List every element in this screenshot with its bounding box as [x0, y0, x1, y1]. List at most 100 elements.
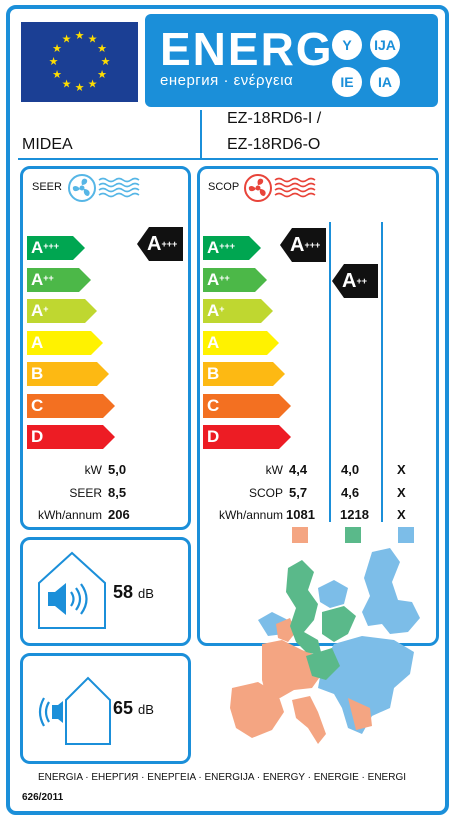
heat-class-label: B [207, 364, 220, 383]
europe-climate-map [222, 548, 432, 753]
svg-text:★: ★ [101, 55, 111, 68]
heat-value-kw-colder: 4,0 [341, 462, 360, 477]
cool-class-aplusplusplus: A+++ [27, 236, 87, 260]
zone-colder-swatch [345, 527, 361, 543]
heat-value-annual-colder: 1218 [340, 507, 369, 522]
heat-value-annual-warmer: X [397, 507, 406, 522]
fan-heating-icon [242, 172, 322, 209]
cooling-panel [20, 166, 191, 530]
heat-class-a: A [203, 330, 281, 355]
heat-class-label: A+++ [207, 238, 236, 257]
noise-outdoor-value: 65 dB [113, 698, 154, 719]
heat-label-scop: SCOP [248, 486, 283, 500]
svg-text:★: ★ [88, 78, 98, 91]
eu-flag: ★ ★ ★ ★ ★ ★ ★ ★ ★ ★ ★ ★ [21, 22, 138, 102]
map-average-zone [230, 618, 372, 744]
heat-value-scop-average: 5,7 [289, 485, 308, 500]
outdoor-unit-speaker-icon [30, 674, 112, 751]
svg-text:★: ★ [52, 68, 62, 81]
banner-title: ENERG [160, 23, 334, 75]
heat-class-label: A+ [207, 301, 225, 320]
footer-languages: ENERGIA · ЕНЕРГИЯ · ΕΝΕΡΓΕΙΑ · ENERGIJA … [38, 772, 406, 783]
fan-cooling-icon [66, 172, 146, 209]
heat-column-divider-1 [329, 222, 331, 522]
heat-value-kw-average: 4,4 [289, 462, 308, 477]
header-separator [18, 158, 438, 160]
cooling-rating-arrow: A+++ [137, 227, 183, 261]
heat-value-scop-colder: 4,6 [341, 485, 360, 500]
cool-class-label: A+++ [31, 238, 60, 257]
heat-class-label: D [207, 427, 220, 446]
heat-column-divider-2 [381, 222, 383, 522]
heating-rating-colder-label: A++ [342, 270, 367, 292]
zone-average-swatch [292, 527, 308, 543]
svg-text:★: ★ [75, 29, 85, 42]
heating-rating-average: A+++ [280, 228, 326, 262]
svg-text:★: ★ [88, 33, 98, 46]
noise-outdoor-number: 65 [113, 698, 134, 718]
svg-text:★: ★ [62, 78, 72, 91]
noise-indoor-unit: dB [138, 586, 154, 601]
cool-value-annual: 206 [108, 507, 130, 522]
svg-text:★: ★ [97, 68, 107, 81]
cool-label-seer: SEER [69, 486, 102, 500]
cool-value-seer: 8,5 [108, 485, 127, 500]
svg-text:★: ★ [62, 33, 72, 46]
supplier-divider [200, 110, 202, 158]
cool-class-aplusplus: A++ [27, 267, 93, 292]
cool-class-aplus: A+ [27, 299, 99, 323]
cool-class-label: D [31, 427, 44, 446]
language-badge-ia: IA [370, 67, 400, 97]
scop-title: SCOP [208, 181, 240, 193]
cool-label-kw: kW [84, 463, 102, 477]
heat-class-label: A [207, 332, 220, 352]
svg-text:★: ★ [49, 55, 59, 68]
cool-class-label: A [31, 332, 44, 352]
language-badge-y: Y [332, 30, 362, 60]
cooling-rating-label: A+++ [147, 233, 178, 255]
cool-label-annual: kWh/annum [37, 508, 102, 522]
seer-title: SEER [32, 181, 62, 193]
noise-outdoor-unit: dB [138, 702, 154, 717]
heating-rating-colder: A++ [332, 264, 378, 298]
heat-value-kw-warmer: X [397, 462, 406, 477]
heat-class-d: D [203, 425, 293, 449]
heat-value-scop-warmer: X [397, 485, 406, 500]
regulation-number: 626/2011 [22, 792, 64, 803]
cool-class-b: B [27, 362, 111, 386]
label-border [6, 5, 449, 815]
model-indoor: EZ-18RD6-I / [227, 110, 322, 127]
heat-class-b: B [203, 362, 287, 386]
indoor-unit-speaker-icon [36, 550, 108, 635]
map-colder-zone [286, 560, 356, 680]
heat-class-aplusplus: A++ [203, 267, 269, 292]
svg-text:★: ★ [52, 42, 62, 55]
zone-warmer-swatch [398, 527, 414, 543]
map-warmer-zone [258, 548, 420, 734]
cool-class-c: C [27, 393, 117, 418]
cool-class-label: A+ [31, 301, 49, 320]
heat-class-label: C [207, 395, 220, 415]
noise-indoor-number: 58 [113, 582, 134, 602]
heat-class-aplus: A+ [203, 299, 275, 323]
svg-text:★: ★ [75, 81, 85, 94]
heat-class-label: A++ [207, 269, 230, 289]
model-outdoor: EZ-18RD6-O [227, 136, 321, 153]
heating-rating-average-label: A+++ [290, 234, 321, 256]
language-badge-ija: IJA [370, 30, 400, 60]
supplier-name: MIDEA [22, 136, 73, 153]
noise-indoor-value: 58 dB [113, 582, 154, 603]
heat-label-annual: kWh/annum [218, 508, 283, 522]
noise-outdoor-panel [20, 653, 191, 764]
heat-class-aplusplusplus: A+++ [203, 236, 263, 260]
cool-class-label: A++ [31, 269, 54, 289]
heat-value-annual-average: 1081 [286, 507, 315, 522]
cool-value-kw: 5,0 [108, 462, 127, 477]
noise-indoor-panel [20, 537, 191, 646]
svg-text:★: ★ [97, 42, 107, 55]
cool-class-label: C [31, 395, 44, 415]
cool-class-label: B [31, 364, 44, 383]
banner-subtitle: енергия · ενέργεια [160, 72, 294, 89]
heat-class-c: C [203, 393, 293, 418]
cool-class-d: D [27, 425, 117, 449]
